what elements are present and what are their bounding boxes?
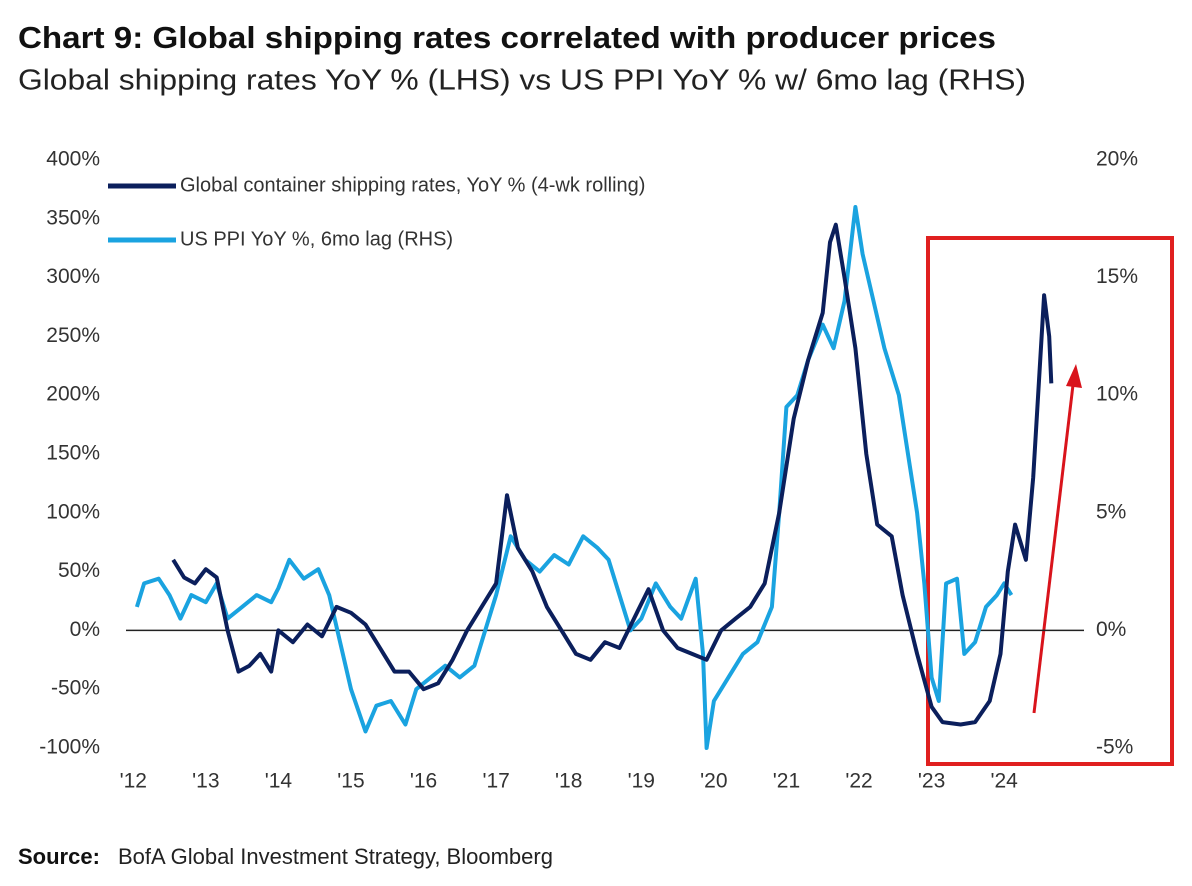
trend-arrow xyxy=(1032,384,1075,714)
legend-label: Global container shipping rates, YoY % (… xyxy=(180,174,645,196)
x-tick-label: '21 xyxy=(773,770,800,793)
x-tick-label: '23 xyxy=(918,770,945,793)
x-tick-label: '22 xyxy=(845,770,872,793)
x-tick-label: '24 xyxy=(990,770,1018,793)
x-tick-label: '16 xyxy=(410,770,437,793)
x-tick-label: '20 xyxy=(700,770,727,793)
y2-tick-label: 0% xyxy=(1096,618,1126,641)
series-line xyxy=(171,222,1054,727)
y-tick-label: 0% xyxy=(70,618,100,641)
series-line xyxy=(134,205,1014,750)
x-tick-label: '13 xyxy=(192,770,219,793)
y-tick-label: 300% xyxy=(46,265,100,288)
y-tick-label: 200% xyxy=(46,383,100,406)
y-tick-label: 250% xyxy=(46,324,100,347)
x-tick-label: '19 xyxy=(628,770,655,793)
trend-arrow-head xyxy=(1066,364,1082,388)
y2-tick-label: 10% xyxy=(1096,383,1138,406)
y-tick-label: 400% xyxy=(46,148,100,171)
x-tick-label: '15 xyxy=(337,770,364,793)
y-tick-label: 50% xyxy=(58,559,100,582)
x-tick-label: '18 xyxy=(555,770,582,793)
y-tick-label: 150% xyxy=(46,442,100,465)
y2-tick-label: 5% xyxy=(1096,500,1126,523)
y2-tick-label: 15% xyxy=(1096,265,1138,288)
y2-tick-label: -5% xyxy=(1096,736,1133,759)
y-tick-label: -100% xyxy=(39,736,100,759)
highlight-box xyxy=(926,236,1174,766)
y2-tick-label: 20% xyxy=(1096,148,1138,171)
x-tick-label: '12 xyxy=(120,770,147,793)
source-text: BofA Global Investment Strategy, Bloombe… xyxy=(118,844,553,869)
x-tick-label: '17 xyxy=(482,770,509,793)
chart-title: Chart 9: Global shipping rates correlate… xyxy=(18,20,996,55)
y-tick-label: -50% xyxy=(51,677,100,700)
chart-subtitle: Global shipping rates YoY % (LHS) vs US … xyxy=(18,65,1026,97)
source-label: Source: xyxy=(18,844,100,869)
y-tick-label: 350% xyxy=(46,206,100,229)
legend-label: US PPI YoY %, 6mo lag (RHS) xyxy=(180,228,453,250)
y-tick-label: 100% xyxy=(46,500,100,523)
x-tick-label: '14 xyxy=(265,770,293,793)
